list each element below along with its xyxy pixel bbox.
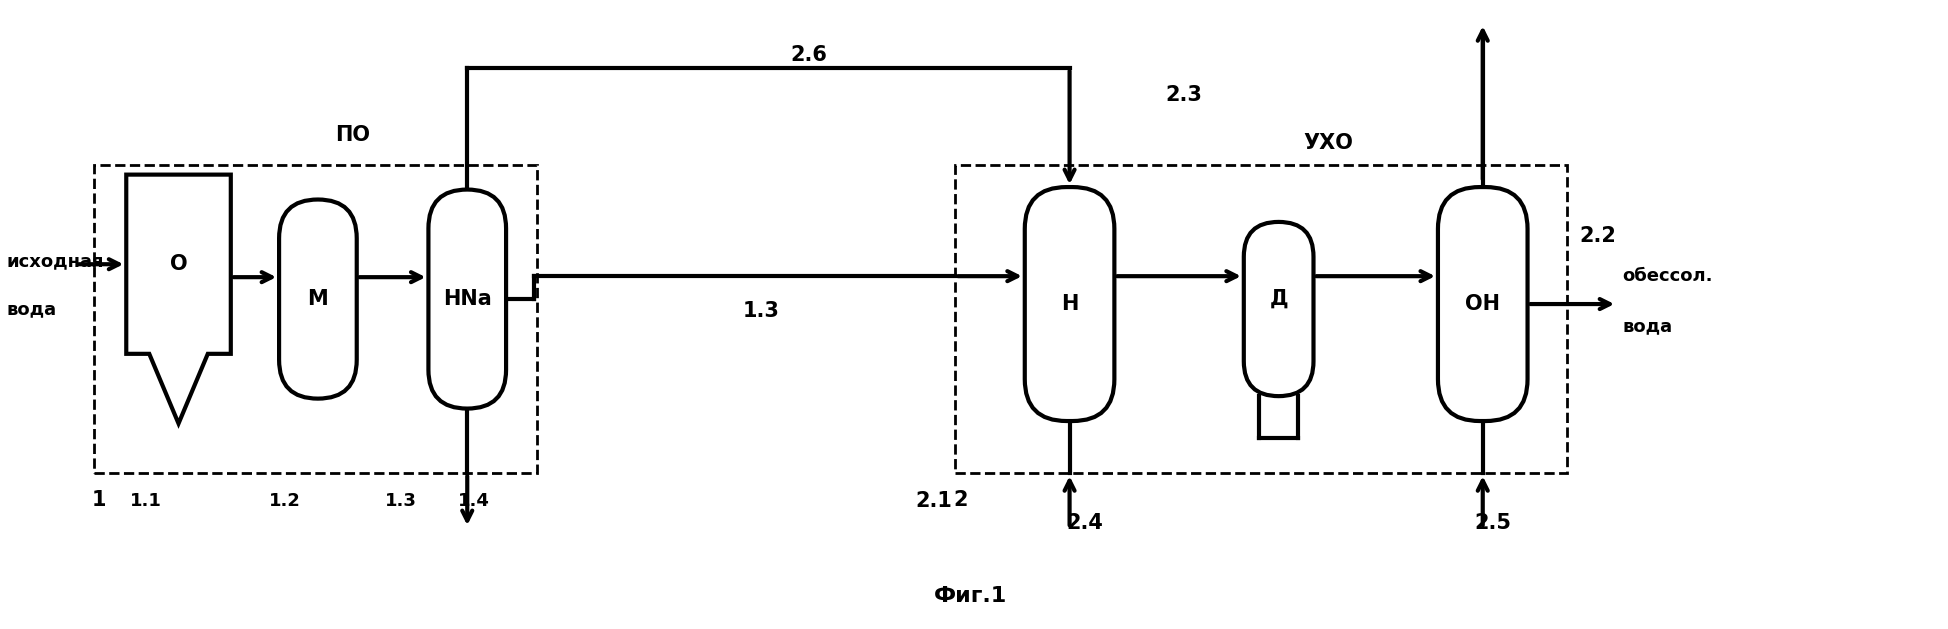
- Text: 2.5: 2.5: [1475, 513, 1512, 533]
- Text: ОН: ОН: [1465, 294, 1500, 314]
- Text: 2.6: 2.6: [791, 45, 828, 65]
- Text: Н: Н: [1062, 294, 1079, 314]
- Text: 1: 1: [92, 490, 107, 510]
- Polygon shape: [127, 175, 230, 423]
- Text: вода: вода: [1623, 317, 1671, 335]
- Bar: [94, 165, 538, 473]
- Text: Д: Д: [1270, 289, 1288, 309]
- Text: ПО: ПО: [335, 125, 370, 145]
- Text: 1.3: 1.3: [742, 301, 779, 321]
- FancyBboxPatch shape: [1438, 187, 1527, 421]
- FancyBboxPatch shape: [429, 189, 506, 409]
- Text: обессол.: обессол.: [1623, 267, 1712, 285]
- Text: Фиг.1: Фиг.1: [933, 586, 1007, 606]
- FancyBboxPatch shape: [279, 199, 356, 399]
- Text: вода: вода: [6, 300, 56, 318]
- Text: 1.1: 1.1: [131, 492, 162, 510]
- Text: 2.4: 2.4: [1066, 513, 1103, 533]
- Text: О: О: [169, 254, 187, 274]
- Text: 2.2: 2.2: [1580, 226, 1617, 247]
- Bar: [955, 165, 1568, 473]
- Text: 1.3: 1.3: [384, 492, 417, 510]
- Text: 1.4: 1.4: [458, 492, 491, 510]
- FancyBboxPatch shape: [1025, 187, 1114, 421]
- FancyBboxPatch shape: [1245, 222, 1313, 396]
- Text: 2.1: 2.1: [916, 491, 953, 511]
- Text: 2.3: 2.3: [1165, 85, 1202, 105]
- Text: HNa: HNa: [442, 289, 491, 309]
- Text: 2: 2: [953, 490, 968, 510]
- Text: УХО: УХО: [1303, 133, 1354, 153]
- Text: исходная: исходная: [6, 252, 103, 270]
- Text: 1.2: 1.2: [269, 492, 302, 510]
- Text: М: М: [308, 289, 329, 309]
